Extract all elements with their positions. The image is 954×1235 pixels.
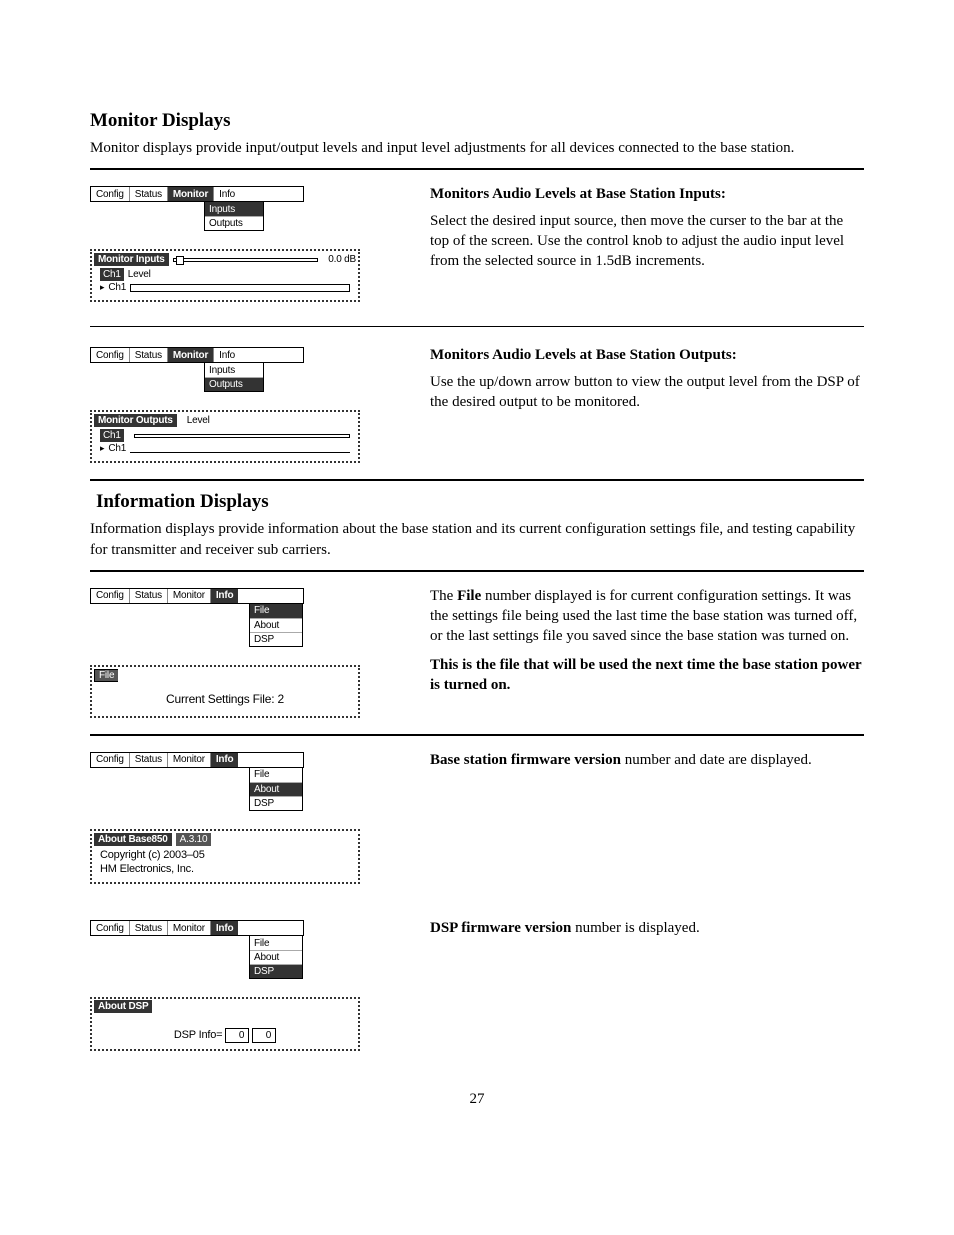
figure-info-about: Config Status Monitor Info File About DS…	[90, 746, 370, 895]
figure-monitor-inputs: Config Status Monitor Info Inputs Output…	[90, 180, 370, 312]
divider	[90, 326, 864, 327]
divider	[90, 479, 864, 481]
menu-config: Config	[91, 589, 130, 603]
divider	[90, 168, 864, 170]
dropdown-outputs: Outputs	[205, 377, 263, 391]
dropdown-file: File	[250, 768, 302, 782]
section-intro-info: Information displays provide information…	[90, 519, 864, 560]
lcd-menubar: Config Status Monitor Info	[90, 920, 304, 936]
desc-dsp-rest: number is displayed.	[571, 920, 699, 936]
dropdown-file: File	[250, 936, 302, 950]
desc-about: Base station firmware version number and…	[430, 750, 864, 770]
section-title-monitor: Monitor Displays	[90, 110, 864, 132]
dropdown-inputs: Inputs	[205, 363, 263, 377]
menu-status: Status	[130, 921, 168, 935]
menu-monitor: Monitor	[168, 589, 211, 603]
desc-about-bold: Base station firmware version	[430, 752, 621, 768]
desc-file-mid: number displayed is for current configur…	[430, 588, 857, 645]
dropdown-file: File	[250, 604, 302, 618]
copyright-text: Copyright (c) 2003–05	[100, 848, 350, 862]
dropdown-about: About	[250, 950, 302, 964]
panel-title: About DSP	[94, 1000, 152, 1013]
menu-info: Info	[211, 921, 239, 935]
dropdown-outputs: Outputs	[205, 216, 263, 230]
menu-status: Status	[130, 589, 168, 603]
lcd-menubar: Config Status Monitor Info	[90, 752, 304, 768]
ch-selected: Ch1	[100, 429, 124, 442]
desc-heading-outputs: Monitors Audio Levels at Base Station Ou…	[430, 345, 864, 365]
dropdown-dsp: DSP	[250, 632, 302, 646]
menu-config: Config	[91, 348, 130, 362]
desc-about-rest: number and date are displayed.	[621, 752, 812, 768]
version-text: A.3.10	[176, 833, 212, 846]
divider	[90, 570, 864, 572]
dsp-val2: 0	[252, 1028, 276, 1043]
menu-info: Info	[211, 589, 239, 603]
lcd-dropdown: File About DSP	[249, 604, 303, 647]
menu-monitor: Monitor	[168, 753, 211, 767]
settings-file-text: Current Settings File: 2	[94, 682, 356, 714]
lcd-menubar: Config Status Monitor Info	[90, 588, 304, 604]
desc-file-p2: This is the file that will be used the n…	[430, 655, 864, 696]
nav-chevron-icon: ▸	[100, 282, 104, 294]
lcd-menubar: Config Status Monitor Info	[90, 186, 304, 202]
db-readout: 0.0 dB	[322, 254, 356, 265]
company-text: HM Electronics, Inc.	[100, 862, 350, 876]
dropdown-inputs: Inputs	[205, 202, 263, 216]
menu-info: Info	[211, 753, 239, 767]
lcd-dropdown: File About DSP	[249, 768, 303, 811]
menu-config: Config	[91, 187, 130, 201]
desc-body-outputs: Use the up/down arrow button to view the…	[430, 372, 864, 413]
menu-info: Info	[214, 187, 240, 201]
lcd-dropdown: Inputs Outputs	[204, 202, 264, 231]
level-scale	[130, 445, 350, 453]
dropdown-about: About	[250, 782, 302, 796]
figure-monitor-outputs: Config Status Monitor Info Inputs Output…	[90, 341, 370, 473]
figure-info-dsp: Config Status Monitor Info File About DS…	[90, 914, 370, 1061]
dropdown-dsp: DSP	[250, 964, 302, 978]
menu-status: Status	[130, 187, 168, 201]
desc-file-prefix: The	[430, 588, 457, 604]
panel-title: Monitor Inputs	[94, 253, 169, 266]
section-title-info: Information Displays	[90, 491, 864, 513]
dropdown-about: About	[250, 618, 302, 632]
desc-heading-inputs: Monitors Audio Levels at Base Station In…	[430, 184, 864, 204]
level-label: Level	[181, 415, 210, 426]
desc-dsp: DSP firmware version number is displayed…	[430, 918, 864, 938]
page-number: 27	[90, 1091, 864, 1108]
ch-nav: Ch1	[108, 442, 126, 455]
level-label: Level	[128, 268, 151, 281]
menu-status: Status	[130, 753, 168, 767]
menu-monitor: Monitor	[168, 348, 214, 362]
level-slider	[173, 258, 319, 262]
desc-file-bold2: This is the file that will be used the n…	[430, 657, 861, 693]
menu-config: Config	[91, 921, 130, 935]
panel-title: About Base850	[94, 833, 172, 846]
menu-config: Config	[91, 753, 130, 767]
panel-title: File	[94, 669, 118, 682]
menu-monitor: Monitor	[168, 921, 211, 935]
level-meter	[134, 434, 350, 438]
section-intro-monitor: Monitor displays provide input/output le…	[90, 138, 864, 158]
menu-status: Status	[130, 348, 168, 362]
desc-file-bold: File	[457, 588, 481, 604]
menu-monitor: Monitor	[168, 187, 214, 201]
nav-chevron-icon: ▸	[100, 443, 104, 455]
panel-title: Monitor Outputs	[94, 414, 177, 427]
dsp-val1: 0	[225, 1028, 249, 1043]
menu-info: Info	[214, 348, 240, 362]
ch-nav: Ch1	[108, 281, 126, 294]
level-meter	[130, 284, 350, 292]
dsp-info-label: DSP Info=	[174, 1029, 222, 1041]
divider	[90, 734, 864, 736]
lcd-menubar: Config Status Monitor Info	[90, 347, 304, 363]
figure-info-file: Config Status Monitor Info File About DS…	[90, 582, 370, 728]
desc-dsp-bold: DSP firmware version	[430, 920, 571, 936]
dropdown-dsp: DSP	[250, 796, 302, 810]
lcd-dropdown: Inputs Outputs	[204, 363, 264, 392]
desc-body-inputs: Select the desired input source, then mo…	[430, 211, 864, 272]
ch-selected: Ch1	[100, 268, 124, 281]
desc-file-p1: The File number displayed is for current…	[430, 586, 864, 647]
lcd-dropdown: File About DSP	[249, 936, 303, 979]
